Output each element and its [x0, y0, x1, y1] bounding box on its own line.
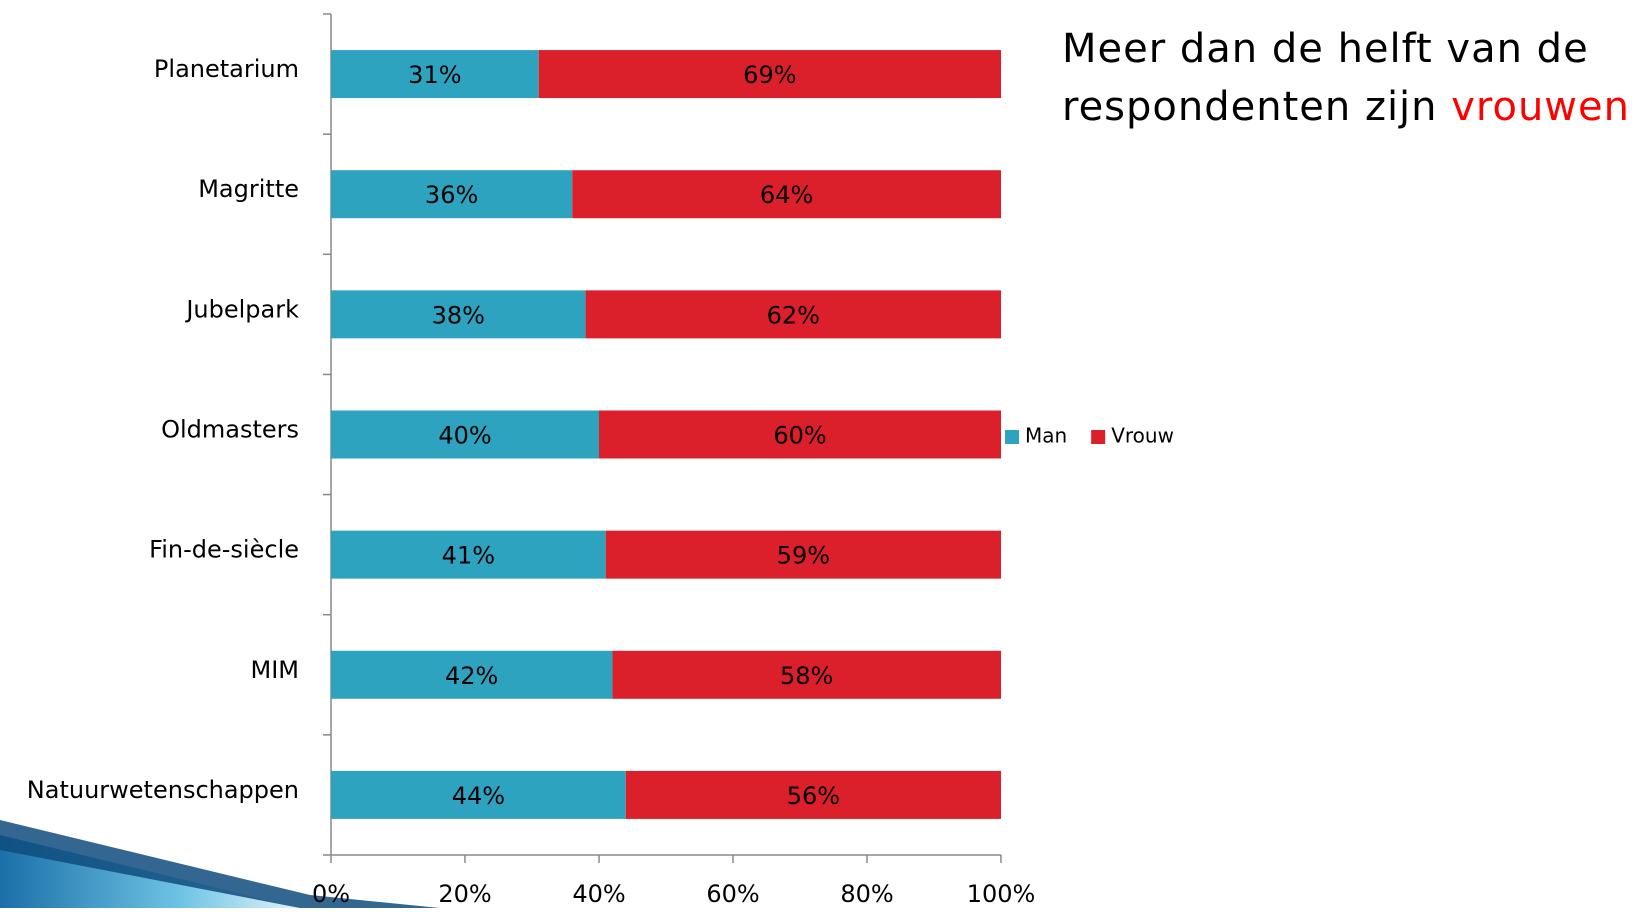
data-label: 31%	[408, 61, 461, 89]
x-tick-label: 20%	[438, 880, 491, 908]
bar-segment	[605, 530, 1001, 579]
y-tick-label: Jubelpark	[184, 295, 299, 323]
x-tick-label: 0%	[312, 880, 350, 908]
data-label: 44%	[452, 782, 505, 810]
bar-segment	[331, 170, 573, 219]
bar-segment	[331, 410, 599, 459]
legend-swatch	[1091, 430, 1106, 444]
data-label: 42%	[445, 662, 498, 690]
legend-label: Man	[1025, 424, 1067, 448]
data-label: 41%	[442, 542, 495, 570]
data-label: 60%	[773, 422, 826, 450]
bar-segment	[331, 770, 626, 819]
data-label: 59%	[777, 542, 830, 570]
y-tick-label: Natuurwetenschappen	[27, 776, 299, 804]
bar-segment	[599, 410, 1001, 459]
y-tick-label: Magritte	[198, 175, 299, 203]
y-tick-label: Fin-de-siècle	[149, 536, 299, 564]
data-label: 56%	[787, 782, 840, 810]
bar-segment	[331, 530, 606, 579]
annotation-highlight: vrouwen	[1451, 84, 1630, 130]
bar-segment	[585, 290, 1001, 339]
x-tick-label: 40%	[572, 880, 625, 908]
bar-segment	[331, 650, 613, 699]
data-label: 58%	[780, 662, 833, 690]
bar-segment	[572, 170, 1001, 219]
bar-segment	[625, 770, 1001, 819]
y-tick-label: Planetarium	[154, 55, 299, 83]
x-tick-label: 100%	[967, 880, 1036, 908]
bar-segment	[331, 50, 539, 99]
data-label: 69%	[743, 61, 796, 89]
bar-segment	[612, 650, 1001, 699]
data-label: 62%	[767, 301, 820, 329]
data-label: 40%	[438, 422, 491, 450]
x-tick-label: 60%	[706, 880, 759, 908]
data-label: 38%	[432, 301, 485, 329]
annotation: Meer dan de helft van de respondenten zi…	[1062, 20, 1637, 136]
y-tick-label: Oldmasters	[161, 416, 299, 444]
y-tick-label: MIM	[251, 656, 300, 684]
bar-segment	[538, 50, 1001, 99]
legend-swatch	[1005, 430, 1019, 444]
legend-label: Vrouw	[1111, 424, 1174, 448]
bar-segment	[331, 290, 586, 339]
data-label: 64%	[760, 181, 813, 209]
annotation-text: Meer dan de helft van de respondenten zi…	[1062, 26, 1589, 130]
decoration-arrow	[0, 820, 440, 908]
x-tick-label: 80%	[840, 880, 893, 908]
data-label: 36%	[425, 181, 478, 209]
